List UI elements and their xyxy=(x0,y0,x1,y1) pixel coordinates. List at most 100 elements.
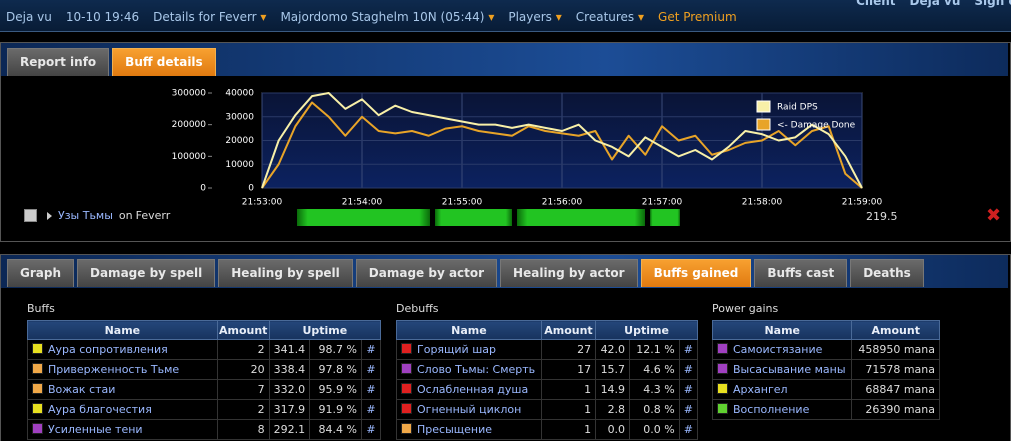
account-link[interactable]: Client xyxy=(856,0,896,8)
name-text[interactable]: Самоистязание xyxy=(733,343,823,356)
cell: 292.1 xyxy=(268,419,311,440)
buffs-table: Name Amount Uptime Аура сопротивления 2 341.4… xyxy=(27,320,382,440)
name-text[interactable]: Слово Тьмы: Смерть xyxy=(417,363,536,376)
cell: 27 xyxy=(540,339,597,360)
cell: 338.4 xyxy=(268,359,311,380)
name-cell[interactable]: Пресыщение xyxy=(396,419,542,440)
name-cell[interactable]: Слово Тьмы: Смерть xyxy=(396,359,542,380)
name-cell[interactable]: Приверженность Тьме xyxy=(27,359,218,380)
cell[interactable]: # xyxy=(361,399,381,420)
tab[interactable]: Damage by actor xyxy=(355,259,498,287)
cell[interactable]: # xyxy=(361,419,381,440)
nav-item[interactable]: 10-10 19:46 xyxy=(65,10,140,24)
section-title: Power gains xyxy=(712,302,779,315)
row: Аура сопротивления 2 341.4 98.7 % # xyxy=(27,339,381,360)
nav-item[interactable]: Majordomo Staghelm 10N (05:44) xyxy=(280,10,494,24)
row: Самоистязание 458950 mana xyxy=(711,339,940,360)
uptime-segment xyxy=(435,209,512,226)
x-tick-label: 21:58:00 xyxy=(742,198,783,208)
cell: 332.0 xyxy=(268,379,311,400)
tab[interactable]: Healing by spell xyxy=(218,259,353,287)
cell[interactable]: # xyxy=(361,359,381,380)
section-title: Debuffs xyxy=(396,302,439,315)
name-cell[interactable]: Усиленные тени xyxy=(27,419,218,440)
nav-item[interactable]: Creatures xyxy=(576,10,644,24)
cell: 317.9 xyxy=(268,399,311,420)
name-text[interactable]: Усиленные тени xyxy=(48,423,143,436)
name-cell[interactable]: Огненный циклон xyxy=(396,399,542,420)
nav-item[interactable]: Get Premium xyxy=(658,10,737,24)
remove-button[interactable]: ✖ xyxy=(986,205,1002,226)
name-cell[interactable]: Горящий шар xyxy=(396,339,542,360)
y-tick-label: 100000 xyxy=(172,152,207,162)
y2-tick-label: 30000 xyxy=(225,112,254,122)
cell: 458950 mana xyxy=(851,339,940,360)
tab[interactable]: Buffs cast xyxy=(754,259,848,287)
account-link[interactable]: Sign out xyxy=(974,0,1011,8)
row: Пресыщение 1 0.0 0.0 % # xyxy=(396,419,699,440)
name-text[interactable]: Высасывание маны xyxy=(733,363,846,376)
name-cell[interactable]: Вожак стаи xyxy=(27,379,218,400)
name-text[interactable]: Вожак стаи xyxy=(48,383,116,396)
nav-item[interactable]: Details for Feverr xyxy=(153,10,266,24)
row: Огненный циклон 1 2.8 0.8 % # xyxy=(396,399,699,420)
name-text[interactable]: Аура благочестия xyxy=(48,403,152,416)
tab[interactable]: Graph xyxy=(7,259,74,287)
cell: 26390 mana xyxy=(851,399,940,420)
checkbox[interactable] xyxy=(24,209,37,222)
color-square xyxy=(401,423,412,434)
tab[interactable]: Deaths xyxy=(850,259,924,287)
cell: 12.1 % xyxy=(629,339,680,360)
cell: 4.3 % xyxy=(629,379,680,400)
tab[interactable]: Buffs gained xyxy=(640,259,752,287)
spell-link[interactable]: Узы Тьмы xyxy=(58,209,113,222)
cell[interactable]: # xyxy=(678,339,699,360)
nav: Deja vu 10-10 19:46 Details for Feverr Majo… xyxy=(6,10,737,24)
cell[interactable]: # xyxy=(361,379,381,400)
name-text[interactable]: Аура сопротивления xyxy=(48,343,168,356)
uptime-segment xyxy=(650,209,680,226)
column-header: Amount xyxy=(851,320,940,340)
name-cell[interactable]: Аура сопротивления xyxy=(27,339,218,360)
name-cell[interactable]: Самоистязание xyxy=(711,339,853,360)
legend-label: <- Damage Done xyxy=(777,121,856,131)
tab[interactable]: Healing by actor xyxy=(500,259,638,287)
name-text[interactable]: Архангел xyxy=(733,383,788,396)
nav-item[interactable]: Players xyxy=(508,10,561,24)
uptime-row: Узы Тьмы on Feverr xyxy=(24,209,170,222)
account-link[interactable]: Deja vu xyxy=(909,0,961,8)
name-cell[interactable]: Аура благочестия xyxy=(27,399,218,420)
header-row: Name Amount xyxy=(711,320,940,340)
column-header: Uptime xyxy=(268,320,382,340)
color-square xyxy=(401,383,412,394)
cell: 15.7 xyxy=(595,359,631,380)
name-cell[interactable]: Высасывание маны xyxy=(711,359,853,380)
cell: 341.4 xyxy=(268,339,311,360)
name-text[interactable]: Приверженность Тьме xyxy=(48,363,180,376)
section-title: Buffs xyxy=(27,302,55,315)
cell[interactable]: # xyxy=(678,379,699,400)
color-square xyxy=(717,363,728,374)
name-cell[interactable]: Архангел xyxy=(711,379,853,400)
cell: 97.8 % xyxy=(309,359,362,380)
name-cell[interactable]: Ослабленная душа xyxy=(396,379,542,400)
name-cell[interactable]: Восполнение xyxy=(711,399,853,420)
on-word: on xyxy=(118,209,133,222)
expand-arrow[interactable] xyxy=(47,211,52,220)
x-tick-label: 21:57:00 xyxy=(642,198,683,208)
cell: 1 xyxy=(540,419,597,440)
name-text[interactable]: Горящий шар xyxy=(417,343,496,356)
tab[interactable]: Buff details xyxy=(112,48,216,76)
cell[interactable]: # xyxy=(678,399,699,420)
cell[interactable]: # xyxy=(361,339,381,360)
tab[interactable]: Report info xyxy=(7,48,110,76)
cell[interactable]: # xyxy=(678,419,699,440)
cell[interactable]: # xyxy=(678,359,699,380)
nav-item[interactable]: Deja vu xyxy=(6,10,52,24)
name-text[interactable]: Ослабленная душа xyxy=(417,383,529,396)
name-text[interactable]: Огненный циклон xyxy=(417,403,522,416)
name-text[interactable]: Пресыщение xyxy=(417,423,492,436)
tab[interactable]: Damage by spell xyxy=(77,259,216,287)
name-text[interactable]: Восполнение xyxy=(733,403,810,416)
y2-tick-label: 20000 xyxy=(225,136,254,146)
